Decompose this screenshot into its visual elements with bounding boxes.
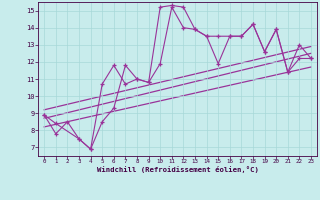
X-axis label: Windchill (Refroidissement éolien,°C): Windchill (Refroidissement éolien,°C)	[97, 166, 259, 173]
